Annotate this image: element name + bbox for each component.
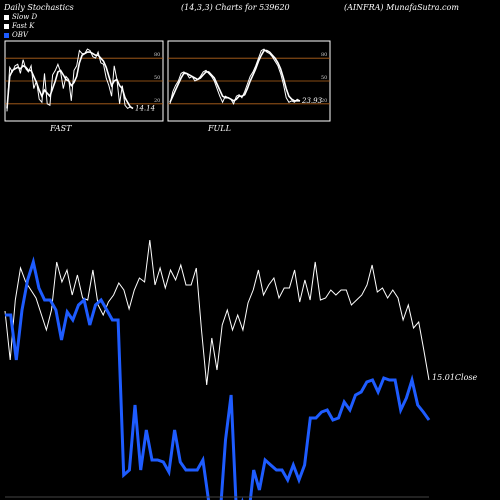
full-tick-label: 80 (321, 52, 327, 58)
chart-type-title: Daily Stochastics (4, 3, 74, 12)
legend-swatch-icon (4, 32, 9, 38)
fast-series-slow-d (6, 51, 134, 110)
full-series-fast-k (169, 48, 301, 105)
obv-line (5, 256, 431, 500)
legend-swatch-icon (4, 23, 9, 29)
legend-label: Fast K (12, 22, 35, 30)
site-title: (AINFRA) MunafaSutra.com (344, 3, 459, 12)
close-value-label: 15.01Close (432, 373, 478, 382)
legend-slow-d: Slow D (4, 13, 37, 21)
full-tick-label: 50 (321, 75, 327, 81)
fast-panel-label: FAST (49, 124, 72, 133)
fast-last-value-label: 14.14 (135, 104, 155, 112)
fast-tick-label: 20 (154, 98, 160, 104)
close-price-line (4, 239, 430, 386)
legend-label: OBV (12, 31, 28, 39)
legend-swatch-icon (4, 14, 9, 20)
fast-tick-label: 80 (154, 52, 160, 58)
legend-fast-k: Fast K (4, 22, 34, 30)
full-series-slow-d (169, 49, 300, 103)
legend-obv: OBV (4, 31, 28, 39)
legend-label: Slow D (12, 13, 38, 21)
full-last-value-label: 23.93 (301, 97, 323, 105)
fast-series-fast-k (6, 48, 134, 112)
full-tick-label: 20 (321, 98, 327, 104)
fast-tick-label: 50 (154, 75, 160, 81)
full-panel-label: FULL (207, 124, 231, 133)
chart-params-title: (14,3,3) Charts for 539620 (181, 3, 290, 12)
